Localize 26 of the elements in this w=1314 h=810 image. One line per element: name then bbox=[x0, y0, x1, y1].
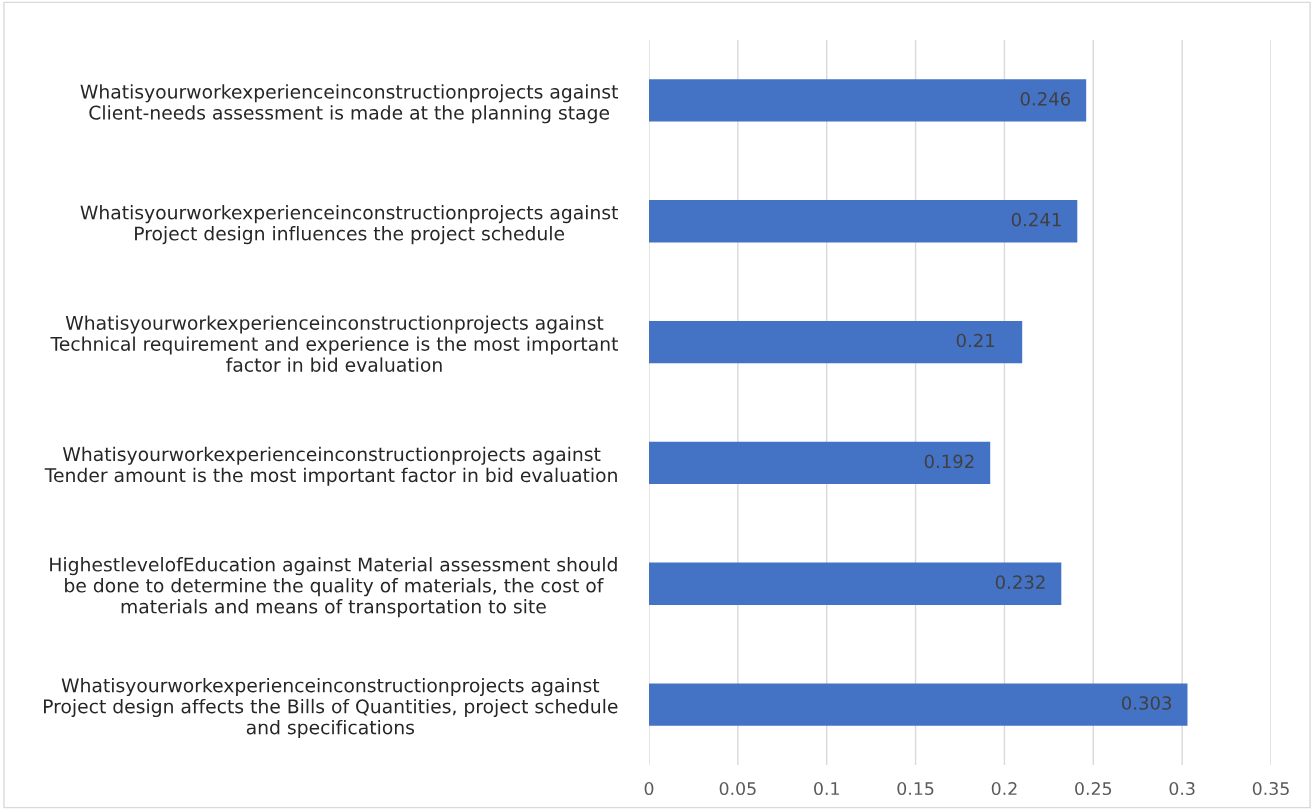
y-tick-label: Whatisyourworkexperienceinconstructionprojects against Technical requirement and experience is the most important factor in bid evaluation bbox=[50, 315, 618, 372]
x-tick-label: 0.15 bbox=[897, 781, 934, 796]
x-tick-label: 0.35 bbox=[1252, 781, 1289, 796]
bar bbox=[649, 683, 1188, 726]
y-tick-label: Whatisyourworkexperienceinconstructionprojects against Client-needs assessment is made at the planning stage bbox=[80, 84, 618, 124]
data-label: 0.246 bbox=[1020, 92, 1071, 106]
x-tick-label: 0.25 bbox=[1075, 781, 1112, 796]
x-tick-label: 0.3 bbox=[1169, 781, 1195, 796]
data-label: 0.241 bbox=[1011, 212, 1061, 227]
x-tick-label: 0 bbox=[644, 781, 654, 796]
y-tick-label: HighestlevelofEducation against Material assessment should be done to determine the quality of materials, the cost of materials and means of transportation to site bbox=[50, 557, 617, 618]
bar bbox=[649, 79, 1087, 122]
bar bbox=[649, 441, 991, 485]
bar bbox=[649, 320, 1023, 364]
y-tick-label: Whatisyourworkexperienceinconstructionprojects against Project design affects the Bills of Quantities, project schedule and specifications bbox=[44, 677, 618, 739]
bar bbox=[649, 562, 1062, 605]
data-label: 0.232 bbox=[995, 575, 1045, 589]
y-tick-label: Whatisyourworkexperienceinconstructionprojects against Project design influences the project schedule bbox=[80, 205, 618, 245]
data-label: 0.192 bbox=[924, 454, 974, 469]
x-tick-label: 0.1 bbox=[814, 781, 839, 796]
data-label: 0.303 bbox=[1122, 696, 1172, 710]
x-tick-label: 0.05 bbox=[719, 781, 756, 796]
x-tick-label: 0.2 bbox=[991, 781, 1017, 796]
y-tick-label: Whatisyourworkexperienceinconstructionprojects against Tender amount is the most important factor in bid evaluation bbox=[44, 446, 617, 486]
bar bbox=[649, 200, 1078, 243]
data-label: 0.21 bbox=[956, 333, 995, 348]
